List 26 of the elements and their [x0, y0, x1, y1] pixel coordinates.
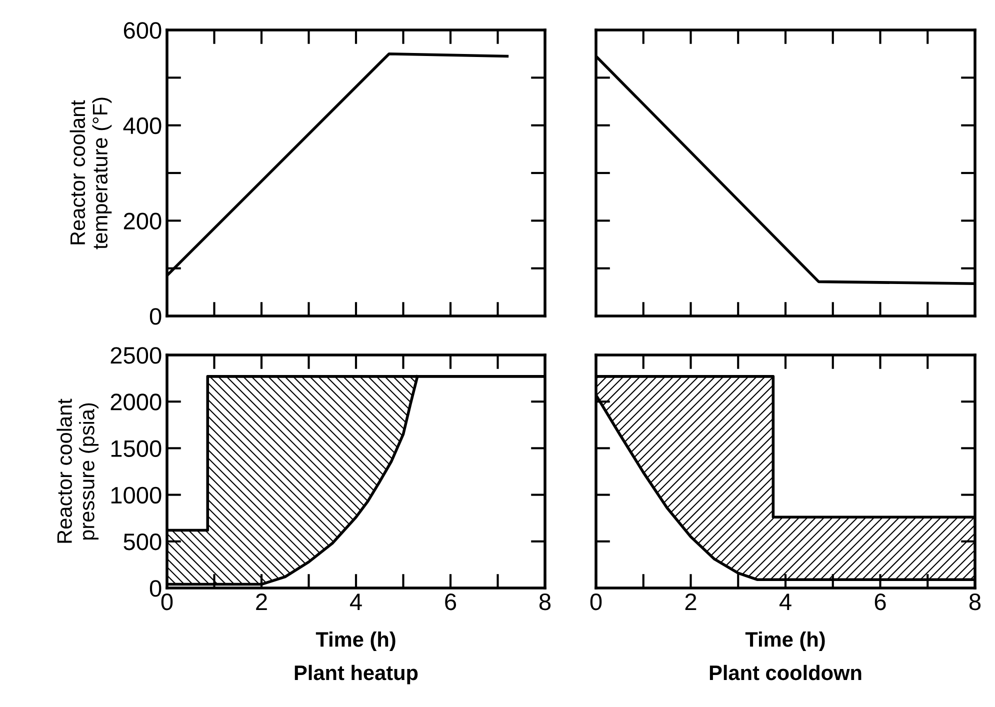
y-tick-label: 200: [124, 212, 162, 230]
x-tick-label: 4: [350, 594, 362, 610]
y-tick-label: 400: [123, 117, 162, 134]
y-axis-title: Reactor coolant pressure (psia): [56, 398, 99, 543]
text: Plant heatup: [294, 664, 418, 684]
y-tick-label: 2500: [110, 347, 162, 364]
y-tick-label: 600: [124, 22, 162, 39]
x-tick-label: 6: [874, 593, 886, 610]
y-tick-label: 1500: [111, 440, 162, 457]
y-tick-label: 500: [124, 533, 162, 550]
y-axis-title: Reactor coolant temperature (°F): [70, 98, 112, 250]
text: Plant cooldown: [710, 664, 862, 680]
y-tick-label: 0: [150, 308, 162, 325]
y-tick-label: 2000: [110, 394, 162, 410]
y-tick-label: 0: [150, 580, 162, 597]
x-axis-title: Time (h): [316, 632, 396, 651]
x-tick-label: 4: [779, 594, 792, 610]
x-tick-label: 2: [256, 593, 267, 610]
x-tick-label: 2: [685, 593, 696, 610]
x-tick-label: 6: [445, 593, 456, 610]
x-tick-label: 0: [590, 593, 602, 610]
x-tick-label: 8: [969, 593, 981, 610]
x-tick-label: 0: [161, 593, 173, 610]
y-tick-label: 1000: [111, 486, 162, 504]
x-axis-title: Time (h): [745, 632, 825, 651]
x-tick-label: 8: [539, 593, 551, 610]
